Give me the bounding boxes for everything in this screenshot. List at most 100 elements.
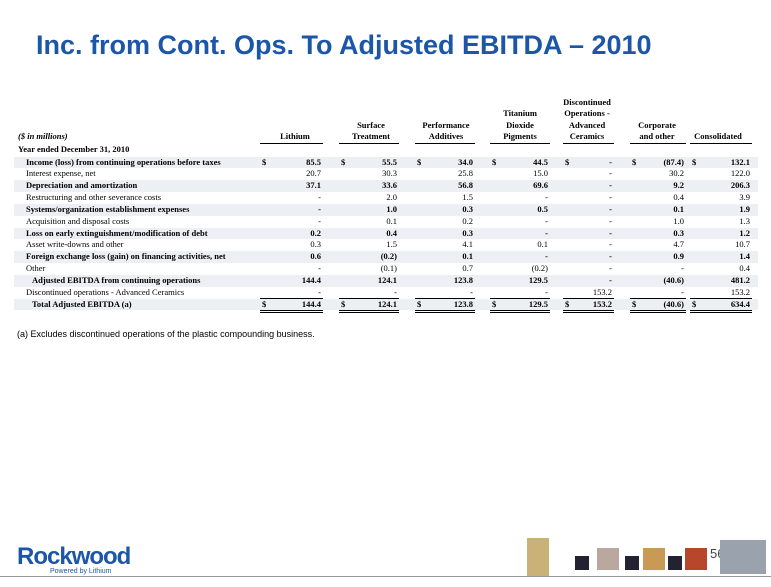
cell-value: 0.6 [310,251,321,262]
cell-value: 0.9 [673,251,684,262]
currency-symbol: $ [262,156,267,167]
row-shade [14,156,758,169]
column-header: Pigments [503,131,537,141]
cell-value: - [394,286,397,297]
cell-value: 34.0 [458,156,473,167]
currency-symbol: $ [565,298,570,309]
cell-value: 69.6 [533,180,548,191]
cell-value: 0.4 [739,263,750,274]
cell-value: 1.3 [739,215,750,226]
cell-value: (0.2) [380,251,397,262]
double-rule [415,310,475,312]
currency-symbol: $ [417,298,422,309]
cell-value: 1.5 [386,239,397,250]
row-label: Acquisition and disposal costs [26,215,130,226]
row-label: Restructuring and other severance costs [26,192,162,203]
cell-value: 0.1 [537,239,548,250]
cell-value: 153.2 [730,286,750,297]
cell-value: 153.2 [592,286,612,297]
row-label: Total Adjusted EBITDA (a) [32,298,132,309]
footer-rule [0,576,771,577]
cell-value: - [609,168,612,179]
currency-symbol: $ [492,156,497,167]
cell-value: 4.7 [673,239,684,250]
cell-value: - [609,156,612,167]
cell-value: - [545,227,548,238]
cell-value: 0.5 [537,203,548,214]
cell-value: (0.1) [380,263,397,274]
cell-value: 9.2 [673,180,684,191]
cell-value: - [681,286,684,297]
cell-value: 0.7 [462,263,473,274]
cell-value: (0.2) [531,263,548,274]
cell-value: 1.0 [673,215,684,226]
cell-value: - [681,263,684,274]
photo [720,540,766,574]
currency-symbol: $ [341,156,346,167]
cell-value: 25.8 [458,168,473,179]
cell-value: 1.5 [462,192,473,203]
cell-value: 56.8 [458,180,473,191]
cell-value: 85.5 [306,156,321,167]
cell-value: 55.5 [382,156,397,167]
cell-value: - [545,215,548,226]
header-rule [690,143,752,144]
double-rule [690,310,752,312]
currency-symbol: $ [632,298,637,309]
currency-symbol: $ [692,298,697,309]
column-header: Treatment [352,131,390,141]
photo [685,548,707,570]
cell-value: 123.8 [453,298,473,309]
row-label: Asset write-downs and other [26,239,124,250]
cell-value: 124.1 [377,298,397,309]
double-rule [630,310,686,312]
column-header: Additives [428,131,464,141]
cell-value: - [470,286,473,297]
photo [597,548,619,570]
header-rule [563,143,614,144]
cell-value: 1.9 [739,203,750,214]
cell-value: - [609,203,612,214]
double-rule [563,312,614,314]
cell-value: 0.1 [462,251,473,262]
currency-symbol: $ [262,298,267,309]
column-header: Discontinued [563,96,611,107]
cell-value: 481.2 [730,275,750,285]
row-label: Depreciation and amortization [26,180,138,191]
column-header: Consolidated [694,131,742,141]
cell-value: 1.4 [739,251,750,262]
double-rule [690,312,752,314]
cell-value: 123.8 [453,275,473,285]
double-rule [415,312,475,314]
cell-value: 4.1 [462,239,473,250]
cell-value: - [545,286,548,297]
photo [527,538,549,576]
cell-value: 206.3 [730,180,750,191]
photo [668,556,682,570]
cell-value: - [609,227,612,238]
cell-value: - [545,251,548,262]
cell-value: 10.7 [735,239,750,250]
cell-value: 129.5 [528,275,548,285]
cell-value: - [609,275,612,285]
column-header: Operations - [564,108,610,118]
cell-value: 122.0 [730,168,750,179]
column-header: and other [639,131,675,141]
row-shade [14,298,758,311]
row-label: Foreign exchange loss (gain) on financin… [26,251,226,262]
cell-value: 0.3 [462,227,473,238]
cell-value: 0.3 [673,227,684,238]
cell-value: - [609,239,612,250]
cell-value: 44.5 [533,156,548,167]
header-rule [260,143,323,144]
cell-value: 30.2 [669,168,684,179]
double-rule [260,312,323,314]
cell-value: 0.2 [310,227,321,238]
cell-value: 0.1 [386,215,397,226]
units-label: ($ in millions) [18,131,68,141]
row-shade [14,203,758,216]
currency-symbol: $ [417,156,422,167]
cell-value: 0.2 [462,215,473,226]
cell-value: 634.4 [730,298,750,309]
